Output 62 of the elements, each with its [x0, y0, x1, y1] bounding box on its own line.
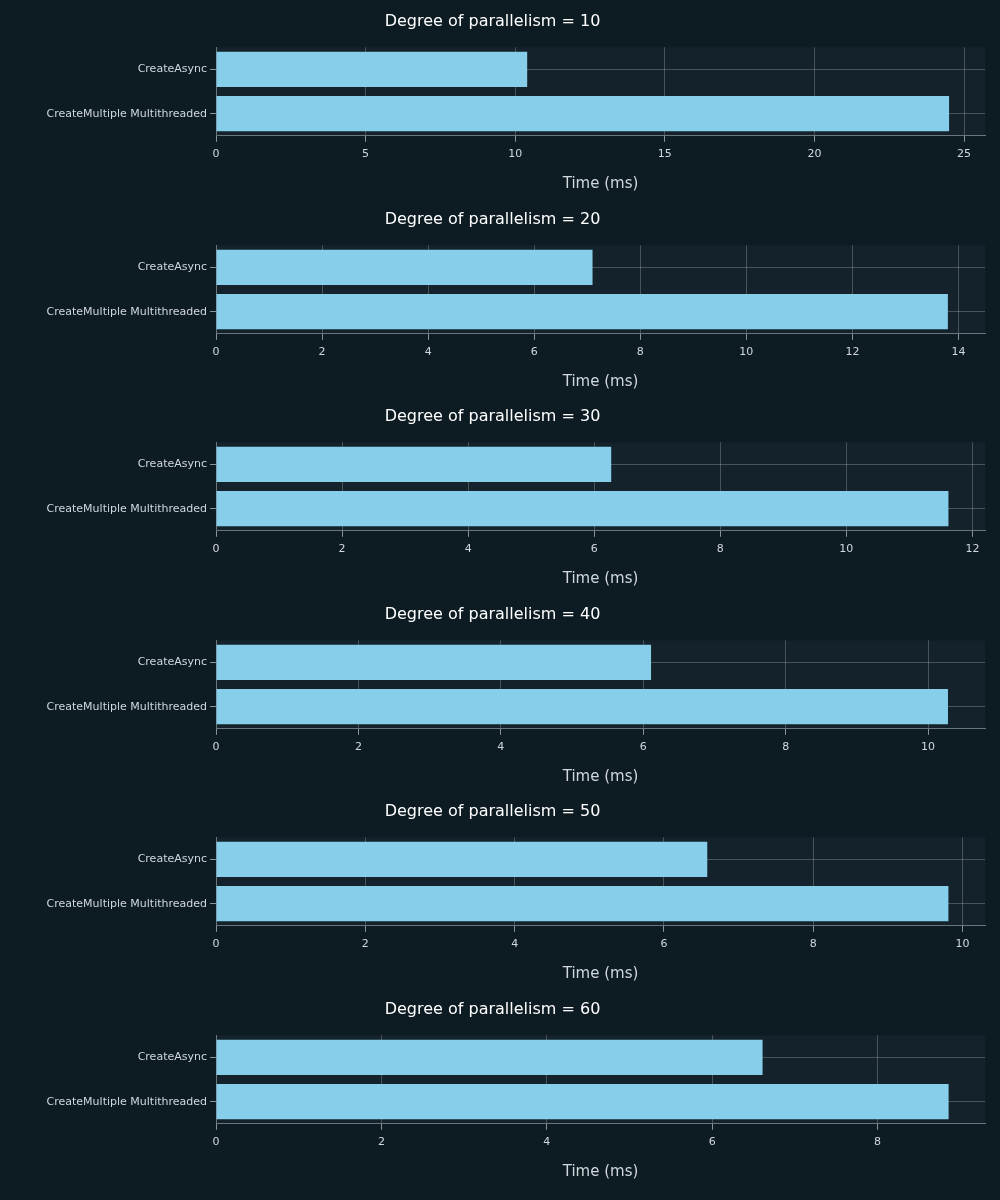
x-tick-label: 0	[212, 344, 220, 358]
y-tick-label: CreateAsync	[137, 852, 207, 866]
x-tick-label: 4	[511, 937, 519, 951]
x-tick-label: 4	[464, 542, 472, 556]
x-axis-title: Time (ms)	[561, 1161, 639, 1180]
y-tick-label: CreateAsync	[137, 62, 207, 76]
x-tick-label: 14	[951, 344, 966, 358]
chart-title: Degree of parallelism = 10	[384, 10, 601, 30]
y-tick-label: CreateMultiple Multithreaded	[46, 896, 207, 910]
y-tick-label: CreateAsync	[137, 259, 207, 273]
x-tick-label: 8	[782, 740, 790, 754]
x-tick-label: 4	[424, 344, 432, 358]
x-tick-label: 0	[212, 740, 220, 754]
x-tick-label: 6	[530, 344, 538, 358]
x-tick-label: 8	[636, 344, 644, 358]
x-tick-label: 8	[874, 1135, 882, 1149]
y-tick-label: CreateAsync	[137, 457, 207, 471]
x-tick-label: 0	[212, 1135, 220, 1149]
x-tick-label: 10	[508, 147, 523, 161]
x-tick-label: 10	[921, 740, 936, 754]
x-tick-label: 2	[318, 344, 326, 358]
x-axis-title: Time (ms)	[561, 173, 639, 192]
x-tick-label: 5	[362, 147, 370, 161]
y-tick-label: CreateAsync	[137, 1050, 207, 1064]
x-tick-label: 6	[660, 937, 668, 951]
x-tick-label: 2	[354, 740, 362, 754]
x-tick-label: 6	[708, 1135, 716, 1149]
x-axis-title: Time (ms)	[561, 371, 639, 390]
x-tick-label: 4	[497, 740, 505, 754]
chart-title: Degree of parallelism = 60	[384, 998, 601, 1018]
x-tick-label: 10	[955, 937, 970, 951]
x-tick-label: 2	[338, 542, 346, 556]
x-axis-title: Time (ms)	[561, 766, 639, 785]
x-tick-label: 15	[657, 147, 672, 161]
x-axis-title: Time (ms)	[561, 964, 639, 983]
x-tick-label: 25	[957, 147, 972, 161]
y-tick-label: CreateMultiple Multithreaded	[46, 106, 207, 120]
x-tick-label: 10	[839, 542, 854, 556]
x-tick-label: 4	[543, 1135, 551, 1149]
x-tick-label: 2	[361, 937, 369, 951]
x-axis-title: Time (ms)	[561, 569, 639, 588]
chart-title: Degree of parallelism = 40	[384, 603, 601, 623]
x-tick-label: 8	[809, 937, 817, 951]
x-tick-label: 6	[639, 740, 647, 754]
chart-title: Degree of parallelism = 20	[384, 208, 601, 228]
x-tick-label: 20	[807, 147, 822, 161]
chart-title: Degree of parallelism = 50	[384, 801, 601, 821]
x-tick-label: 0	[212, 937, 220, 951]
chart-title: Degree of parallelism = 30	[384, 405, 601, 425]
y-tick-label: CreateAsync	[137, 654, 207, 668]
y-tick-label: CreateMultiple Multithreaded	[46, 501, 207, 515]
x-tick-label: 12	[845, 344, 860, 358]
x-tick-label: 10	[739, 344, 754, 358]
x-tick-label: 12	[965, 542, 980, 556]
y-tick-label: CreateMultiple Multithreaded	[46, 1094, 207, 1108]
x-tick-label: 0	[212, 147, 220, 161]
y-tick-label: CreateMultiple Multithreaded	[46, 699, 207, 713]
x-tick-label: 0	[212, 542, 220, 556]
y-tick-label: CreateMultiple Multithreaded	[46, 304, 207, 318]
x-tick-label: 6	[590, 542, 598, 556]
x-tick-label: 8	[716, 542, 724, 556]
x-tick-label: 2	[377, 1135, 385, 1149]
